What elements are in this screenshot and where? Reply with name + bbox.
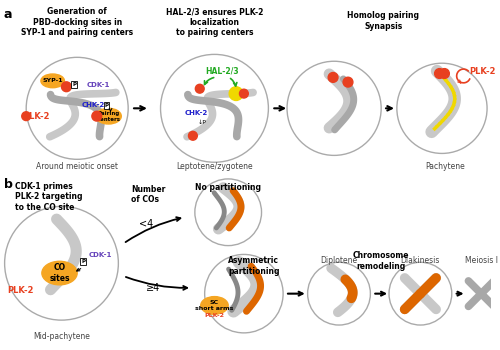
Text: CDK-1: CDK-1 [87, 82, 110, 88]
Circle shape [22, 112, 30, 121]
Text: Meiosis I: Meiosis I [464, 257, 498, 265]
Text: Asymmetric
partitioning: Asymmetric partitioning [228, 257, 280, 276]
Text: P: P [104, 103, 108, 108]
Text: No partitioning: No partitioning [195, 183, 261, 192]
Ellipse shape [200, 296, 228, 314]
Text: Chromosome
remodeling: Chromosome remodeling [353, 252, 410, 271]
Text: PLK-2: PLK-2 [470, 66, 496, 76]
Text: P: P [81, 259, 85, 264]
Text: ↓P: ↓P [198, 120, 206, 125]
Text: Diakinesis: Diakinesis [400, 257, 440, 265]
Circle shape [62, 82, 72, 92]
Text: Homolog pairing
Synapsis: Homolog pairing Synapsis [347, 11, 419, 31]
Text: Number
of COs: Number of COs [131, 185, 166, 204]
Text: HAL-2/3: HAL-2/3 [206, 66, 239, 76]
Circle shape [434, 69, 444, 78]
Text: Generation of
PBD-docking sites in
SYP-1 and pairing centers: Generation of PBD-docking sites in SYP-1… [21, 7, 133, 37]
Circle shape [240, 89, 248, 98]
Text: CDK-1: CDK-1 [89, 252, 112, 258]
Text: HAL-2/3 ensures PLK-2
localization
to pairing centers: HAL-2/3 ensures PLK-2 localization to pa… [166, 7, 263, 37]
Circle shape [188, 131, 198, 140]
Ellipse shape [41, 74, 64, 88]
Circle shape [328, 72, 338, 82]
Text: PLK-2: PLK-2 [204, 313, 225, 318]
Text: Mid-pachytene: Mid-pachytene [33, 332, 90, 341]
Text: Around meiotic onset: Around meiotic onset [36, 162, 118, 171]
Ellipse shape [42, 261, 77, 285]
Text: a: a [4, 8, 12, 21]
Text: PLK-2: PLK-2 [8, 286, 34, 295]
Text: Diplotene: Diplotene [320, 257, 358, 265]
Ellipse shape [96, 108, 122, 124]
Circle shape [92, 111, 102, 121]
Text: CDK-1 primes
PLK-2 targeting
to the CO site: CDK-1 primes PLK-2 targeting to the CO s… [16, 182, 83, 212]
Text: CHK-2: CHK-2 [185, 110, 208, 116]
Text: ≥4: ≥4 [146, 283, 160, 293]
Text: Pachytene: Pachytene [425, 162, 465, 171]
Text: Pairing
Centers: Pairing Centers [96, 111, 120, 121]
Text: Leptotene/zygotene: Leptotene/zygotene [176, 162, 253, 171]
Text: CHK-2: CHK-2 [82, 103, 106, 108]
Text: PLK-2: PLK-2 [23, 112, 50, 121]
Text: CO
sites: CO sites [50, 263, 70, 283]
Text: SC
short arms: SC short arms [196, 300, 234, 311]
Circle shape [440, 69, 450, 78]
Text: <4: <4 [138, 219, 153, 229]
Text: P: P [72, 82, 76, 87]
Text: b: b [4, 178, 13, 191]
Text: SYP-1: SYP-1 [42, 78, 63, 83]
Circle shape [229, 87, 243, 100]
Circle shape [196, 84, 204, 93]
Circle shape [343, 77, 353, 87]
